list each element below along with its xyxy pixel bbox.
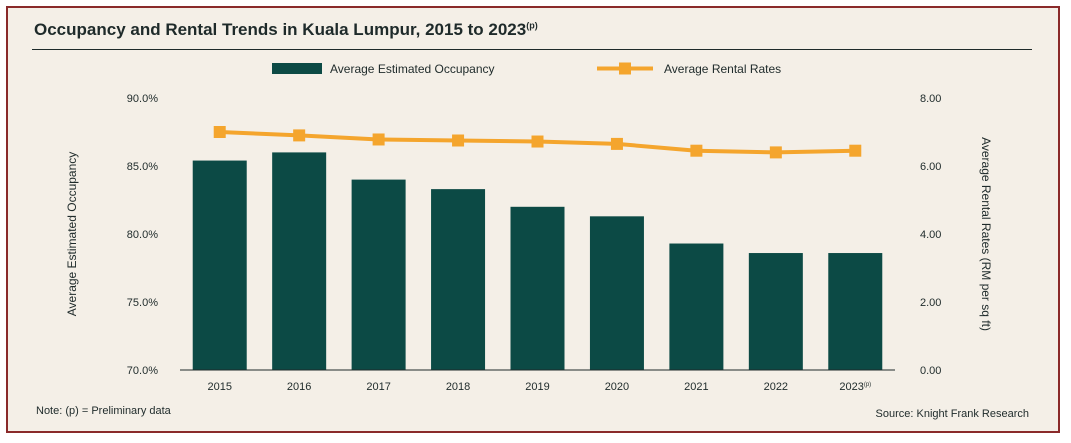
legend-bar-swatch xyxy=(272,63,322,74)
x-tick-label: 2020 xyxy=(605,381,629,393)
x-tick-label: 2022 xyxy=(764,381,788,393)
rental-point-2021 xyxy=(690,144,703,157)
legend-rental-label: Average Rental Rates xyxy=(664,62,781,76)
y-tick-label: 70.0% xyxy=(127,365,158,377)
bar-2018 xyxy=(431,189,486,370)
legend-line-marker xyxy=(619,62,631,75)
chart-title-superscript: (p) xyxy=(526,20,538,31)
bar-2023(p) xyxy=(828,253,883,370)
y-tick-label: 75.0% xyxy=(127,297,158,309)
y2-tick-label: 4.00 xyxy=(920,229,941,241)
rental-point-2017 xyxy=(372,133,385,146)
rental-point-2023(p) xyxy=(849,144,862,157)
x-tick-label: 2015 xyxy=(207,381,231,393)
rental-point-2016 xyxy=(293,129,306,142)
rental-point-2020 xyxy=(610,137,623,150)
bar-2016 xyxy=(272,152,327,370)
bar-2022 xyxy=(748,253,803,370)
title-divider xyxy=(32,49,1032,50)
y-axis-title: Average Estimated Occupancy xyxy=(65,152,79,317)
source-text: Source: Knight Frank Research xyxy=(875,408,1029,420)
y2-tick-label: 8.00 xyxy=(920,93,941,105)
bar-2017 xyxy=(351,179,406,370)
y2-tick-label: 2.00 xyxy=(920,297,941,309)
chart-title: Occupancy and Rental Trends in Kuala Lum… xyxy=(34,20,538,40)
y-tick-label: 80.0% xyxy=(127,229,158,241)
bar-2020 xyxy=(589,216,644,370)
bar-2019 xyxy=(510,206,565,370)
bar-2015 xyxy=(192,160,247,370)
y2-tick-label: 0.00 xyxy=(920,365,941,377)
y2-axis-title: Average Rental Rates (RM per sq ft) xyxy=(979,137,993,331)
x-tick-label: 2016 xyxy=(287,381,311,393)
rental-point-2019 xyxy=(531,135,544,148)
y-tick-label: 85.0% xyxy=(127,161,158,173)
chart-title-text: Occupancy and Rental Trends in Kuala Lum… xyxy=(34,20,527,39)
footnote: Note: (p) = Preliminary data xyxy=(36,405,171,417)
x-tick-label: 2023(p) xyxy=(839,381,871,393)
x-tick-label: 2018 xyxy=(446,381,470,393)
y2-tick-label: 6.00 xyxy=(920,161,941,173)
x-tick-label: 2019 xyxy=(525,381,549,393)
bar-2021 xyxy=(669,243,724,370)
rental-point-2018 xyxy=(452,134,465,147)
rental-point-2015 xyxy=(213,126,226,138)
y-tick-label: 90.0% xyxy=(127,93,158,105)
x-tick-label: 2017 xyxy=(366,381,390,393)
x-tick-label: 2021 xyxy=(684,381,708,393)
rental-point-2022 xyxy=(769,146,782,159)
legend-occupancy-label: Average Estimated Occupancy xyxy=(330,62,495,76)
